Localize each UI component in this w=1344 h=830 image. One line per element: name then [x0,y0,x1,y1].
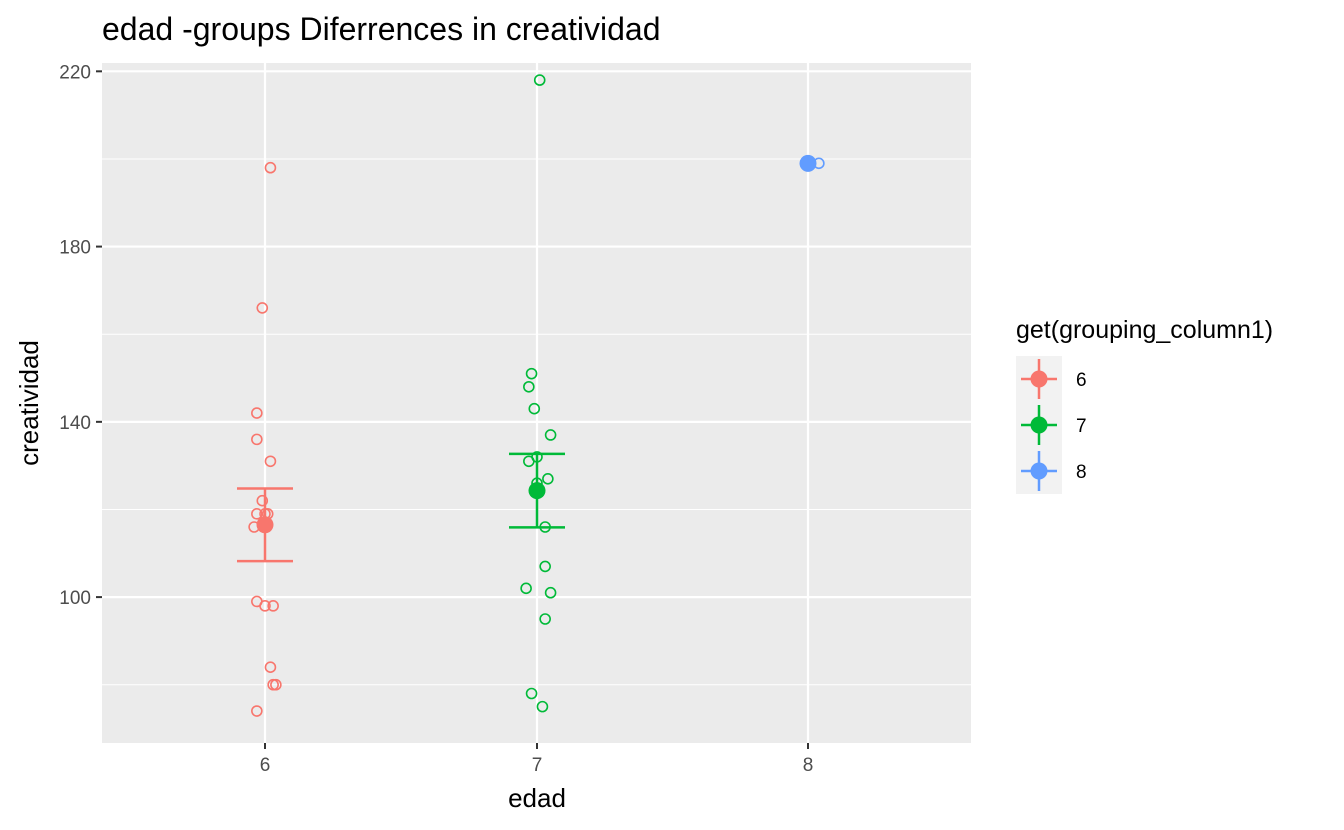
legend-item-8: 8 [1016,448,1087,494]
series-8 [799,154,825,172]
data-point [539,613,551,625]
legend-label: 6 [1076,370,1087,391]
y-tick-label: 180 [59,238,91,259]
legend-label: 7 [1076,416,1087,437]
data-point [251,508,263,520]
y-tick-label: 220 [59,62,91,83]
data-point [251,705,263,717]
legend-key-dot [1030,462,1048,480]
data-point [523,380,535,393]
data-point [256,494,269,507]
data-point [520,582,532,595]
legend: 6 7 8 [1016,356,1087,494]
data-point [264,161,277,174]
legend-item-6: 6 [1016,356,1087,402]
data-point [539,560,551,573]
x-tick-label: 6 [260,755,271,776]
data-point [542,472,554,485]
data-point [267,678,279,691]
data-point [533,74,546,86]
data-point [544,586,557,599]
data-point [536,700,549,713]
major-gridlines [102,63,971,743]
mean-point [528,482,546,500]
x-axis: 6 7 8 [260,743,814,776]
y-tick-label: 100 [59,588,91,609]
data-point [259,600,271,612]
data-point [525,367,538,380]
data-point [267,600,279,612]
x-tick-label: 7 [532,755,543,776]
data-point [525,687,538,700]
series-7 [509,74,565,713]
y-axis-title: creatividad [14,340,44,466]
data-point [251,433,263,446]
mean-point [799,154,817,172]
y-axis: 100 140 180 220 [59,62,102,609]
legend-key-dot [1030,370,1048,388]
data-marks [237,74,825,717]
series-6 [237,161,293,717]
legend-item-7: 7 [1016,402,1087,448]
y-tick-label: 140 [59,413,91,434]
chart-title: edad -groups Diferrences in creatividad [102,11,661,47]
legend-title: get(grouping_column1) [1016,316,1273,344]
data-point [256,302,269,314]
mean-point [256,516,274,534]
legend-key-dot [1030,416,1048,434]
data-point [523,455,535,468]
data-point [544,429,557,441]
x-axis-title: edad [508,783,566,813]
x-tick-label: 8 [803,755,814,776]
data-point [264,455,277,468]
data-point [251,407,263,419]
data-point [264,661,277,674]
legend-label: 8 [1076,462,1087,483]
data-point [528,402,541,415]
